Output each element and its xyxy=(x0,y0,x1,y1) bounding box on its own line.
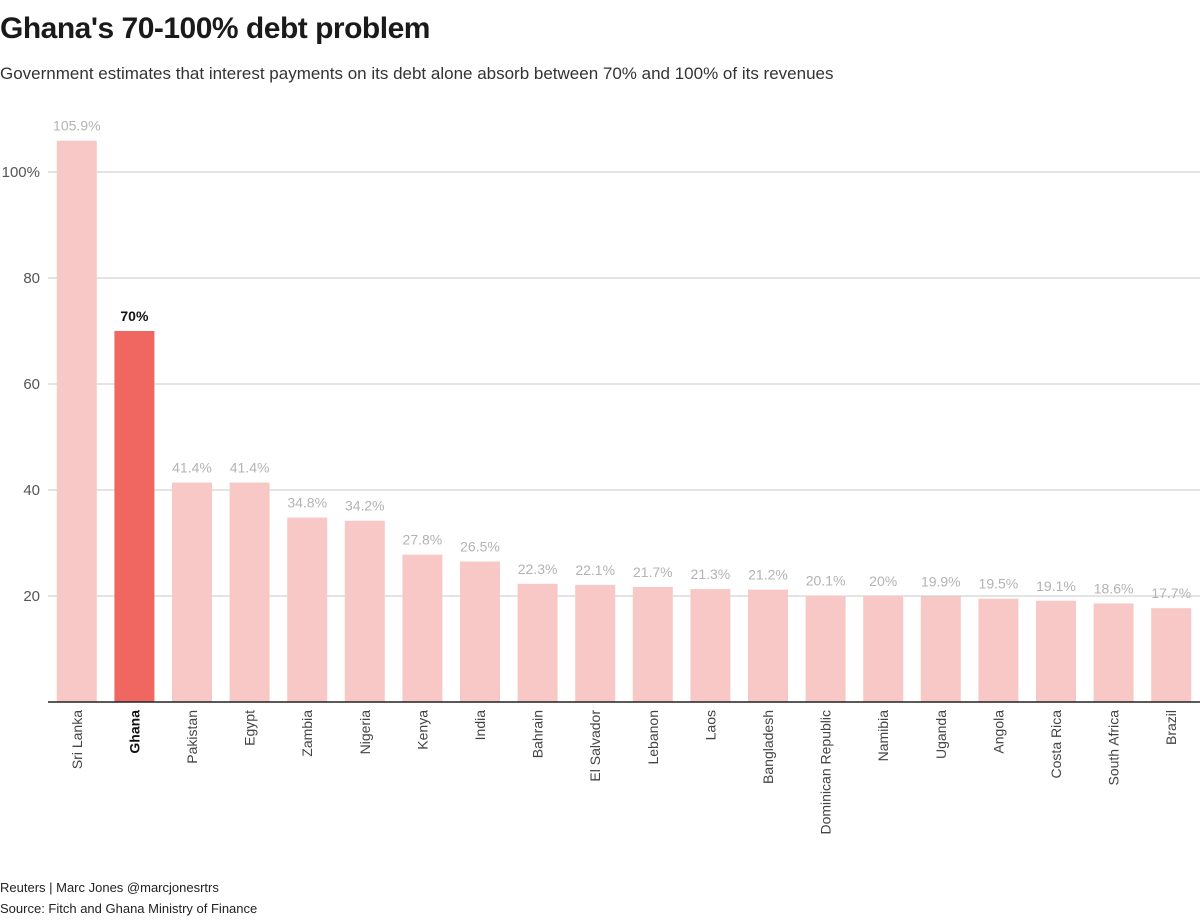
data-label: 22.3% xyxy=(518,561,558,577)
chart-subtitle: Government estimates that interest payme… xyxy=(0,64,834,83)
category-label: Bahrain xyxy=(530,710,546,758)
data-label: 20% xyxy=(869,573,897,589)
category-label: Costa Rica xyxy=(1048,710,1064,779)
y-tick-label: 20 xyxy=(23,588,40,605)
data-label: 18.6% xyxy=(1094,580,1134,596)
category-label: Pakistan xyxy=(184,710,200,764)
category-label: Dominican Republic xyxy=(818,710,834,835)
bar-costa-rica xyxy=(1036,600,1076,702)
data-label: 26.5% xyxy=(460,539,500,555)
y-tick-label: 80 xyxy=(23,270,40,287)
data-label: 34.2% xyxy=(345,498,385,514)
category-label: Brazil xyxy=(1163,710,1179,745)
category-label: Angola xyxy=(990,710,1006,754)
category-label: Egypt xyxy=(242,710,258,746)
source-line: Source: Fitch and Ghana Ministry of Fina… xyxy=(0,901,258,916)
category-label: Nigeria xyxy=(357,710,373,755)
bar-sri-lanka xyxy=(56,140,97,703)
data-label: 21.7% xyxy=(633,564,673,580)
data-label: 17.7% xyxy=(1151,585,1191,601)
bar-south-africa xyxy=(1093,603,1134,702)
category-label: Ghana xyxy=(126,710,142,754)
bar-nigeria xyxy=(344,520,385,702)
category-label: Laos xyxy=(702,710,718,740)
bar-pakistan xyxy=(172,482,212,702)
category-label: El Salvador xyxy=(587,710,603,782)
data-label: 34.8% xyxy=(287,495,327,511)
category-label: Bangladesh xyxy=(760,710,776,784)
bar-angola xyxy=(978,598,1019,702)
y-tick-label: 100% xyxy=(2,164,40,181)
bar-ghana xyxy=(114,331,155,702)
data-label: 20.1% xyxy=(806,572,846,588)
data-label: 27.8% xyxy=(403,532,443,548)
data-label: 41.4% xyxy=(172,460,212,476)
data-label: 21.3% xyxy=(691,566,731,582)
bar-bangladesh xyxy=(748,589,788,702)
bar-dominican-republic xyxy=(805,595,846,702)
y-tick-label: 60 xyxy=(23,376,40,393)
bar-el-salvador xyxy=(575,584,616,702)
bar-brazil xyxy=(1151,608,1192,702)
data-label: 105.9% xyxy=(53,118,100,134)
data-label: 19.9% xyxy=(921,574,961,590)
category-label: Zambia xyxy=(299,710,315,757)
category-label: Uganda xyxy=(933,710,949,759)
chart-title: Ghana's 70-100% debt problem xyxy=(0,12,430,45)
bar-laos xyxy=(690,589,731,702)
data-label: 19.5% xyxy=(979,576,1019,592)
credit-line: Reuters | Marc Jones @marcjonesrtrs xyxy=(0,880,219,895)
bar-zambia xyxy=(287,517,328,702)
bar-chart: 20 40 60 80 100% 105.9% Sri Lanka 70% Ghana 41.4%… xyxy=(2,118,1200,835)
bar-lebanon xyxy=(632,586,673,702)
category-label: Sri Lanka xyxy=(69,710,85,769)
data-label: 19.1% xyxy=(1036,578,1076,594)
bar-uganda xyxy=(920,596,961,702)
category-label: Kenya xyxy=(414,710,430,750)
y-tick-label: 40 xyxy=(23,482,40,499)
data-label: 41.4% xyxy=(230,460,270,476)
category-label: Lebanon xyxy=(645,710,661,765)
category-label: India xyxy=(472,710,488,741)
category-label: Namibia xyxy=(875,710,891,762)
bar-namibia xyxy=(863,596,904,702)
data-label: 70% xyxy=(120,308,149,324)
bar-egypt xyxy=(229,482,270,702)
bar-india xyxy=(460,561,500,702)
data-label: 22.1% xyxy=(575,562,615,578)
data-label: 21.2% xyxy=(748,567,788,583)
category-label: South Africa xyxy=(1106,710,1122,786)
bar-kenya xyxy=(402,554,443,702)
bar-bahrain xyxy=(517,583,558,702)
